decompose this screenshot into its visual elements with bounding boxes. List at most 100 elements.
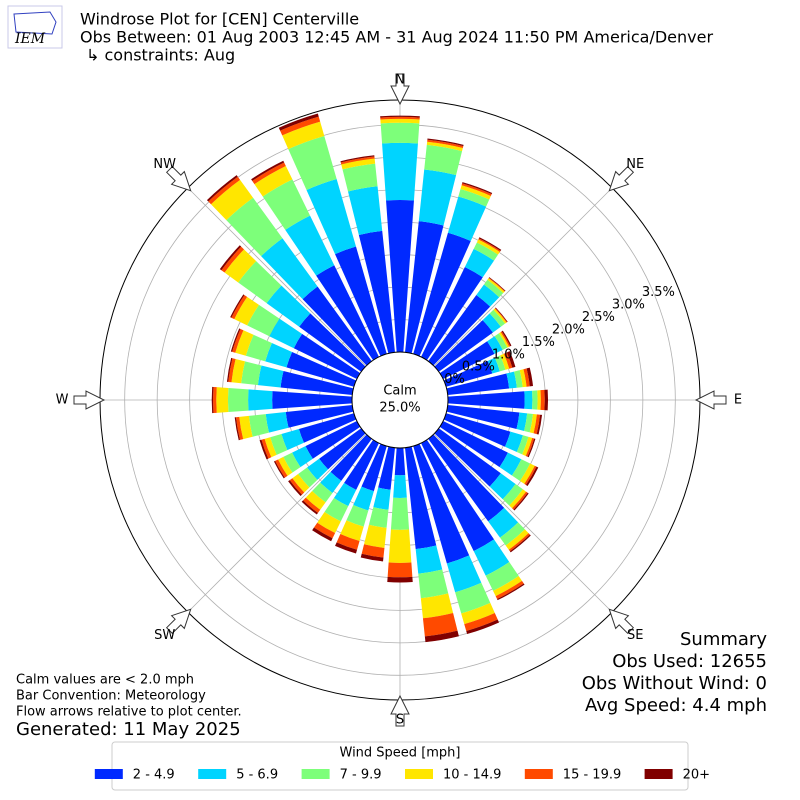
bar-segment	[380, 122, 420, 144]
bar-segment	[500, 331, 511, 347]
bar-segment	[288, 135, 337, 191]
bar-segment	[387, 562, 413, 578]
calm-circle	[351, 351, 449, 449]
chart-title: Windrose Plot for [CEN] Centerville	[80, 10, 359, 29]
bar-segment	[317, 511, 341, 534]
bar-segment	[418, 169, 457, 226]
bar-segment	[353, 486, 374, 511]
bar-segment	[234, 417, 240, 441]
compass-arrow	[390, 694, 410, 727]
bar-segment	[526, 367, 533, 387]
bar-segment	[439, 421, 508, 468]
bar-segment	[386, 200, 414, 353]
bar-segment	[312, 527, 333, 542]
summary-line: Obs Used: 12655	[612, 651, 767, 672]
bar-segment	[378, 446, 395, 490]
bar-segment	[529, 413, 537, 434]
bar-segment	[273, 460, 285, 479]
bar-segment	[360, 553, 384, 562]
compass-arrow	[165, 165, 192, 192]
bar-segment	[494, 355, 506, 372]
bar-segment	[487, 278, 505, 294]
arrow-shape	[165, 165, 192, 192]
summary-line: Summary	[680, 629, 767, 650]
bar-segment	[478, 238, 501, 252]
bar-segment	[500, 353, 510, 370]
compass-label: N	[395, 73, 405, 88]
bar-segment	[257, 365, 284, 388]
r-tick-label: 1.0%	[492, 347, 525, 362]
bar-segment	[424, 144, 463, 176]
bar-segment	[265, 342, 293, 368]
bar-segment	[485, 562, 519, 591]
bar-segment	[443, 413, 511, 447]
bar-segment	[226, 357, 233, 382]
arrow-shape	[165, 608, 192, 635]
note-line: Bar Convention: Meteorology	[16, 689, 206, 704]
compass-arrow	[608, 608, 635, 635]
bar-segment	[434, 428, 501, 487]
bar-segment	[413, 232, 471, 357]
bar-segment	[254, 165, 293, 197]
bar-segment	[482, 313, 501, 333]
bar-segment	[405, 446, 437, 550]
constraints: ↳ constraints: Aug	[86, 46, 235, 65]
bar-segment	[286, 351, 357, 387]
bar-segment	[230, 328, 241, 352]
bar-segment	[390, 497, 410, 530]
bar-segment	[272, 391, 353, 409]
bar-segment	[283, 452, 301, 473]
bar-segment	[280, 370, 354, 395]
bar-segment	[495, 580, 524, 600]
bar-segment	[234, 296, 259, 326]
bar-segment	[522, 436, 533, 456]
legend-swatch	[524, 769, 553, 779]
bar-segment	[516, 435, 529, 455]
bar-segment	[382, 142, 418, 201]
bar-segment	[335, 542, 358, 554]
bar-segment	[460, 185, 491, 200]
r-tick-label: 2.5%	[582, 310, 615, 325]
bar-segment	[230, 294, 245, 318]
bar-segment	[320, 471, 342, 493]
bar-segment	[361, 544, 385, 558]
bar-segment	[509, 534, 531, 553]
bar-segment	[488, 507, 519, 538]
bar-segment	[306, 179, 356, 255]
bar-segment	[248, 389, 273, 411]
bar-segment	[361, 443, 387, 492]
bar-segment	[340, 156, 375, 165]
bar-segment	[466, 619, 500, 635]
bar-segment	[439, 341, 495, 379]
bar-segment	[520, 463, 535, 484]
bar-segment	[292, 446, 313, 468]
bar-segment	[261, 438, 272, 459]
bar-segment	[493, 576, 522, 597]
legend-swatch	[301, 769, 330, 779]
r-tick-label: 2.0%	[552, 322, 585, 337]
bar-segment	[336, 534, 360, 550]
bar-segment	[447, 391, 525, 409]
calm-label: Calm	[383, 384, 416, 399]
bar-segment	[224, 249, 257, 283]
bar-segment	[312, 482, 333, 503]
bar-segment	[536, 414, 543, 435]
bar-segment	[235, 416, 244, 440]
bar-segment	[368, 507, 389, 528]
bar-segment	[280, 116, 321, 136]
bar-segment	[533, 414, 541, 435]
bar-segment	[275, 459, 288, 478]
bar-segment	[458, 189, 490, 207]
bar-segment	[421, 266, 483, 361]
bar-segment	[221, 246, 244, 273]
bar-segment	[489, 473, 516, 500]
bar-segment	[494, 333, 508, 350]
bar-segment	[424, 630, 459, 643]
bar-segment	[340, 155, 375, 163]
bar-segment	[364, 524, 387, 548]
bar-segment	[420, 593, 454, 619]
logo: IEM	[7, 5, 63, 49]
bar-segment	[473, 242, 499, 261]
legend: Wind Speed [mph] 2 - 4.9 5 - 6.9 7 - 9.9 10…	[94, 741, 710, 791]
logo-text: IEM	[14, 31, 46, 47]
